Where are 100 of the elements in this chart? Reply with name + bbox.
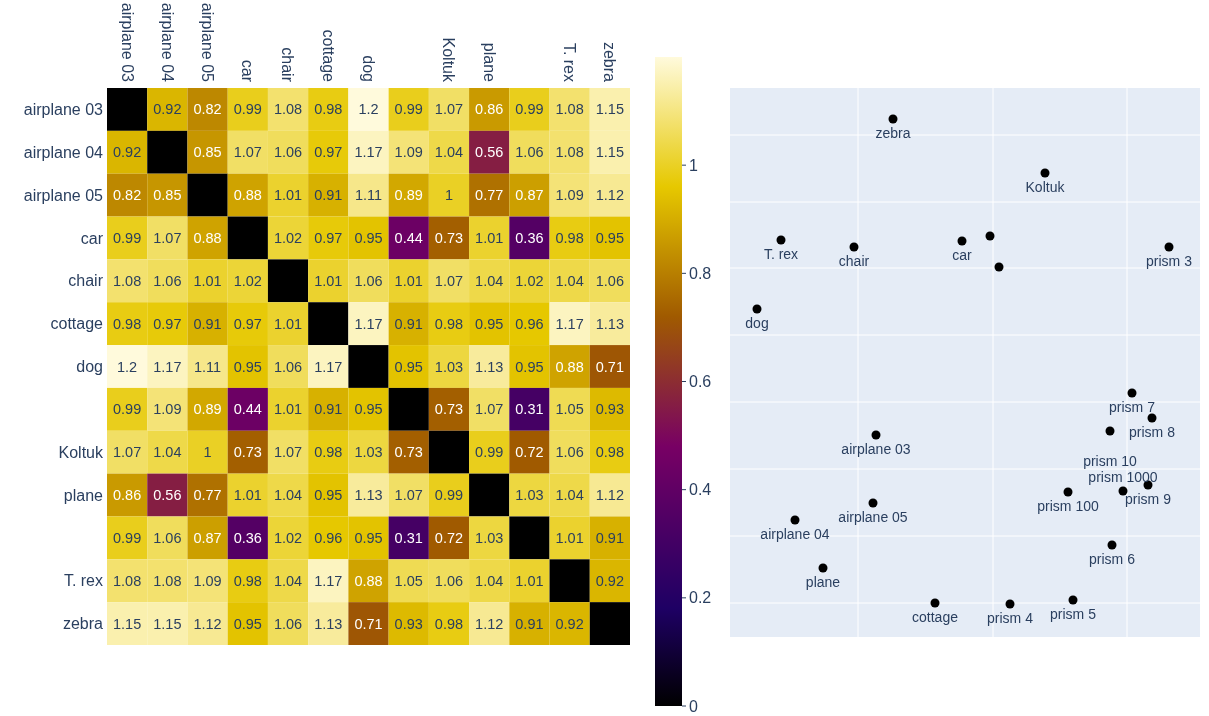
data-label: 1.12	[475, 615, 504, 632]
data-label: 0.96	[515, 315, 544, 332]
text: prism 10	[1083, 452, 1138, 469]
data-label: 0.73	[233, 444, 262, 461]
data-label: 1.02	[273, 230, 303, 247]
data-label: 0.95	[595, 230, 624, 247]
data-label: 1.13	[354, 487, 383, 504]
y-tick-label: airplane 05	[23, 186, 104, 204]
data-label: 0.93	[394, 615, 423, 632]
data-label: 1.13	[595, 315, 624, 332]
data-label: 0.99	[113, 401, 142, 418]
data-label: 0.97	[314, 230, 343, 247]
data-label: 0.98	[434, 615, 464, 632]
data-label: 0.73	[394, 444, 423, 461]
data-label: 0.86	[475, 101, 504, 118]
data-label: 1.01	[193, 272, 222, 289]
data-label: 1.06	[434, 572, 464, 589]
data-label: 0.44	[233, 401, 262, 418]
data-label: 0.99	[233, 101, 262, 118]
text: prism 4	[987, 609, 1034, 626]
data-label: 1.02	[233, 272, 262, 289]
y-tick-label: car	[80, 229, 104, 247]
color-bar-label: 0.2	[689, 589, 712, 607]
text: airplane 05	[838, 508, 908, 525]
y-tick-label: chair	[68, 272, 104, 290]
text: chair	[838, 252, 870, 269]
data-label: 1.08	[113, 272, 142, 289]
data-label: 0.98	[113, 315, 142, 332]
text: zebra	[875, 124, 911, 141]
data-label: 1.06	[153, 529, 182, 546]
data-label: 0.71	[595, 358, 624, 375]
data-label: 1.13	[314, 615, 343, 632]
y-tick-label: Koltuk	[58, 443, 104, 461]
data-label: 1.04	[555, 487, 584, 504]
data-label: 1.04	[555, 272, 584, 289]
data-label: 1.08	[555, 101, 584, 118]
data-label: 1.17	[555, 315, 584, 332]
x-tick-label: chair	[279, 47, 297, 83]
data-label: 1.06	[273, 615, 303, 632]
data-label: 1.15	[153, 615, 182, 632]
data-label: 0.98	[314, 101, 343, 118]
data-label: 0.99	[434, 487, 464, 504]
data-label: 1.2	[358, 101, 379, 118]
text: dog	[745, 314, 769, 331]
data-label: 0.92	[555, 615, 584, 632]
data-label: 0.89	[394, 187, 423, 204]
color-bar-label: 1	[689, 156, 698, 174]
text: airplane 03	[841, 440, 911, 457]
data-label: 1.03	[515, 487, 544, 504]
data-label: 1.12	[595, 487, 624, 504]
data-label: 0.56	[475, 144, 504, 161]
data-label: 1.07	[113, 444, 142, 461]
text: car	[952, 246, 973, 263]
data-label: 1.01	[314, 272, 343, 289]
data-label: 1.01	[515, 572, 544, 589]
data-label: 1.12	[193, 615, 222, 632]
data-label: 0.99	[475, 444, 504, 461]
data-label: 0.95	[394, 358, 423, 375]
data-label: 1.07	[434, 272, 464, 289]
data-label: 0.99	[113, 230, 142, 247]
y-tick-label: T. rex	[63, 572, 103, 590]
data-label: 0.56	[153, 487, 182, 504]
data-label: 0.97	[153, 315, 182, 332]
data-label: 1.03	[354, 444, 383, 461]
data-label: 0.72	[434, 529, 464, 546]
data-label: 1.17	[314, 572, 343, 589]
text: prism 1000	[1088, 468, 1158, 485]
data-label: 0.88	[354, 572, 383, 589]
color-bar-label: 0	[689, 697, 698, 715]
data-label: 1.03	[475, 529, 504, 546]
text: T. rex	[763, 245, 799, 262]
data-label: 0.98	[314, 444, 343, 461]
data-label: 0.86	[113, 487, 142, 504]
data-label: 1.01	[394, 272, 423, 289]
x-tick-label: car	[239, 59, 257, 83]
data-label: 0.95	[354, 401, 383, 418]
data-label: 1.09	[555, 187, 584, 204]
data-label: 0.91	[394, 315, 423, 332]
data-label: 0.85	[153, 187, 182, 204]
data-label: 1.07	[475, 401, 504, 418]
data-label: 0.95	[354, 230, 383, 247]
x-tick-label: airplane 04	[158, 2, 176, 83]
data-label: 0.91	[314, 187, 343, 204]
data-label: 0.92	[153, 101, 182, 118]
color-bar-label: 0.6	[689, 373, 712, 391]
data-label: 1.07	[233, 144, 262, 161]
text: plane	[805, 573, 841, 590]
data-label: 1.12	[595, 187, 624, 204]
data-label: 1.2	[117, 358, 138, 375]
data-label: 1.07	[394, 487, 423, 504]
text: prism 8	[1129, 423, 1176, 440]
data-label: 0.73	[434, 401, 464, 418]
data-label: 1.07	[153, 230, 182, 247]
data-label: 0.99	[515, 101, 544, 118]
data-label: 1.04	[273, 572, 303, 589]
data-label: 1.06	[515, 144, 544, 161]
y-tick-label: plane	[63, 486, 104, 504]
data-label: 0.92	[113, 144, 142, 161]
data-label: 0.77	[193, 487, 222, 504]
data-label: 0.73	[434, 230, 464, 247]
